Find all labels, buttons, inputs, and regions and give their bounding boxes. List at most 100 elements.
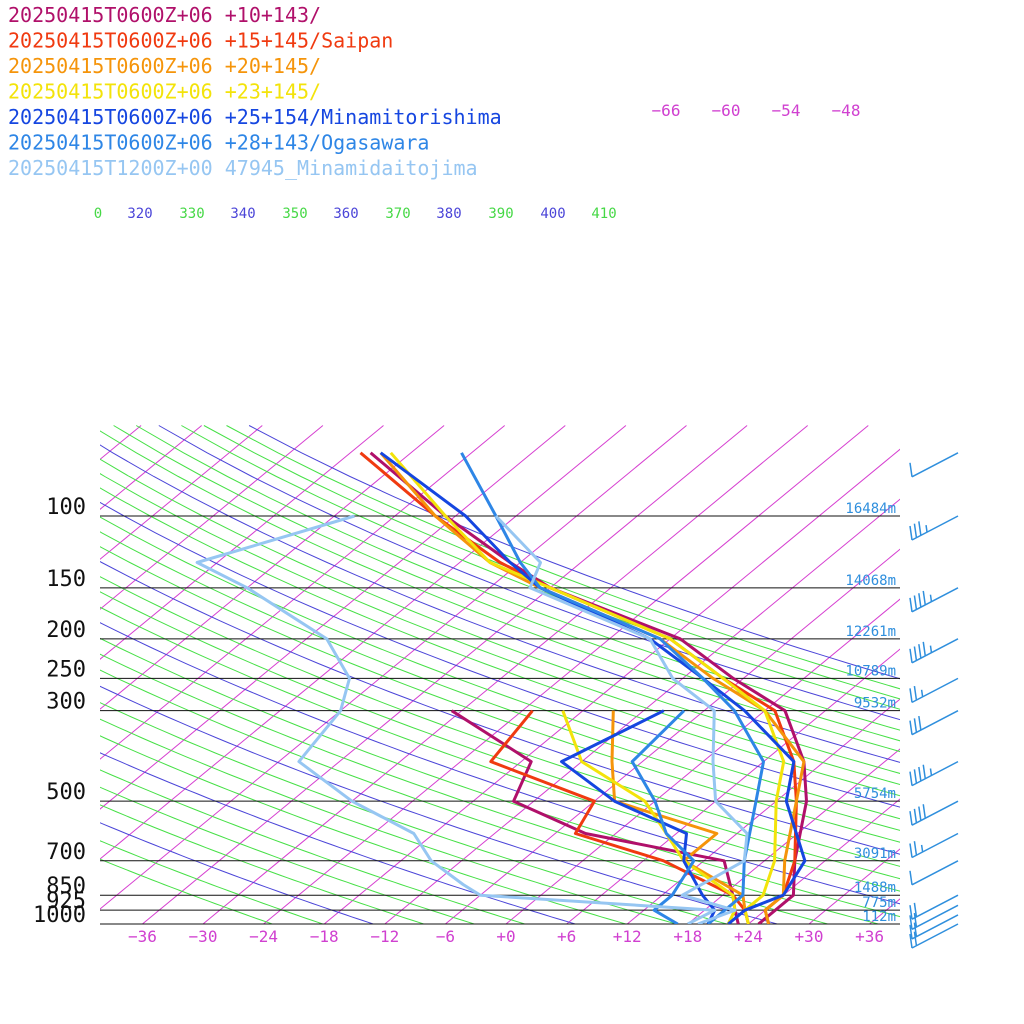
isotherm-line xyxy=(930,425,1024,924)
isotherm-line xyxy=(566,648,900,924)
theta-label: 340 xyxy=(230,206,255,222)
legend-entry: 20250415T0600Z+06 +25+154/Minamitorishim… xyxy=(8,105,502,129)
dry-adiabat-line xyxy=(135,425,900,731)
height-label: 775m xyxy=(862,895,896,911)
legend-entry: 20250415T0600Z+06 +28+143/Ogasawara xyxy=(8,131,429,155)
pressure-label: 850 xyxy=(46,874,86,899)
dry-adiabat-line xyxy=(100,591,900,880)
pressure-label: 1000 xyxy=(33,903,86,928)
wind-barb xyxy=(909,638,959,664)
dry-adiabat-line xyxy=(100,653,879,924)
dry-adiabat-line xyxy=(100,458,900,774)
dry-adiabat-line xyxy=(100,735,626,924)
isotherm-line xyxy=(100,425,203,510)
temperature-tick-label: +24 xyxy=(734,927,763,946)
upper-isotherm-label: −54 xyxy=(772,101,801,120)
series-5-temp-line xyxy=(460,452,765,924)
series-6-temp-line xyxy=(494,514,749,924)
series-1-dew-line xyxy=(489,709,750,924)
dry-adiabat-line xyxy=(100,516,900,820)
height-label: 5754m xyxy=(854,786,896,802)
temperature-tick-label: +6 xyxy=(557,927,576,946)
temperature-tick-label: −12 xyxy=(370,927,399,946)
dry-adiabat-line xyxy=(100,487,900,797)
isotherm-line xyxy=(0,425,20,924)
height-label: 1488m xyxy=(854,880,896,896)
isotherm-line xyxy=(100,425,566,810)
dry-adiabat-line xyxy=(100,769,525,924)
temperature-tick-label: −6 xyxy=(436,927,455,946)
temperature-tick-label: −30 xyxy=(189,927,218,946)
wind-barb xyxy=(909,452,959,478)
upper-isotherm-label: −66 xyxy=(652,101,681,120)
wind-barb xyxy=(909,904,959,930)
dry-adiabat-line xyxy=(100,444,900,763)
dry-adiabat-line xyxy=(100,606,900,892)
sounding-profiles xyxy=(195,451,808,924)
legend-entry: 20250415T0600Z+06 +10+143/ xyxy=(8,3,321,27)
pressure-label: 250 xyxy=(46,657,86,682)
dry-adiabat-line xyxy=(100,622,900,905)
isotherm-line xyxy=(142,425,748,924)
temperature-tick-label: +30 xyxy=(795,927,824,946)
theta-label: 380 xyxy=(436,206,461,222)
dry-adiabat-line xyxy=(226,425,900,690)
temperature-tick-label: +0 xyxy=(496,927,515,946)
isotherm-line xyxy=(323,448,900,924)
temperature-tick-label: +36 xyxy=(855,927,884,946)
isotherm-line xyxy=(808,848,900,924)
upper-isotherm-label: −60 xyxy=(712,101,741,120)
height-label: 16484m xyxy=(845,501,896,517)
legend: 20250415T0600Z+06 +10+143/20250415T0600Z… xyxy=(8,3,502,180)
wind-barb xyxy=(909,800,959,826)
isotherm-line xyxy=(100,425,324,610)
wind-barb xyxy=(909,914,959,940)
temperature-tick-label: +18 xyxy=(673,927,702,946)
theta-label: 390 xyxy=(488,206,513,222)
dry-adiabat-line xyxy=(100,637,900,918)
dry-adiabat-line xyxy=(203,425,900,700)
height-label: 12261m xyxy=(845,624,896,640)
height-label: 14068m xyxy=(845,573,896,589)
pressure-label: 700 xyxy=(46,840,86,865)
theta-label: 370 xyxy=(385,206,410,222)
dry-adiabat-line xyxy=(100,531,900,831)
theta-label: 360 xyxy=(333,206,358,222)
pressure-label: 500 xyxy=(46,780,86,805)
pressure-label: 100 xyxy=(46,495,86,520)
theta-label: 330 xyxy=(179,206,204,222)
wind-barb xyxy=(909,515,959,541)
dry-adiabat-line xyxy=(100,840,323,924)
wind-barb xyxy=(909,760,959,787)
theta-label: 350 xyxy=(282,206,307,222)
theta-label: 320 xyxy=(127,206,152,222)
series-6-dew-line xyxy=(195,514,717,924)
pressure-label: 925 xyxy=(46,889,86,914)
dry-adiabat-line xyxy=(100,858,273,924)
dry-adiabat-line xyxy=(100,804,424,924)
dry-adiabat-line xyxy=(248,425,900,680)
dry-adiabat-line xyxy=(100,473,900,786)
isotherm-line xyxy=(100,425,263,560)
pressure-label: 300 xyxy=(46,690,86,715)
temperature-tick-label: −24 xyxy=(249,927,278,946)
dry-adiabat-line xyxy=(181,425,900,710)
dry-adiabat-line xyxy=(100,561,900,855)
series-4-temp-line xyxy=(379,451,807,924)
isotherm-line xyxy=(445,548,900,924)
height-label: 3091m xyxy=(854,846,896,862)
isotherm-line xyxy=(505,598,900,924)
isotherm-line xyxy=(100,425,627,860)
theta-label: 0 xyxy=(94,206,102,222)
wind-barb xyxy=(909,677,959,704)
dry-adiabat-line xyxy=(100,576,900,867)
wind-barb xyxy=(909,923,959,949)
wind-barb xyxy=(909,710,959,736)
dry-adiabat-line xyxy=(113,425,900,742)
dry-adiabat-line xyxy=(100,669,828,924)
series-4-dew-line xyxy=(560,709,717,924)
isobar-lines xyxy=(100,515,900,925)
dry-adiabat-line xyxy=(100,786,475,924)
upper-isotherm-label: −48 xyxy=(832,101,861,120)
